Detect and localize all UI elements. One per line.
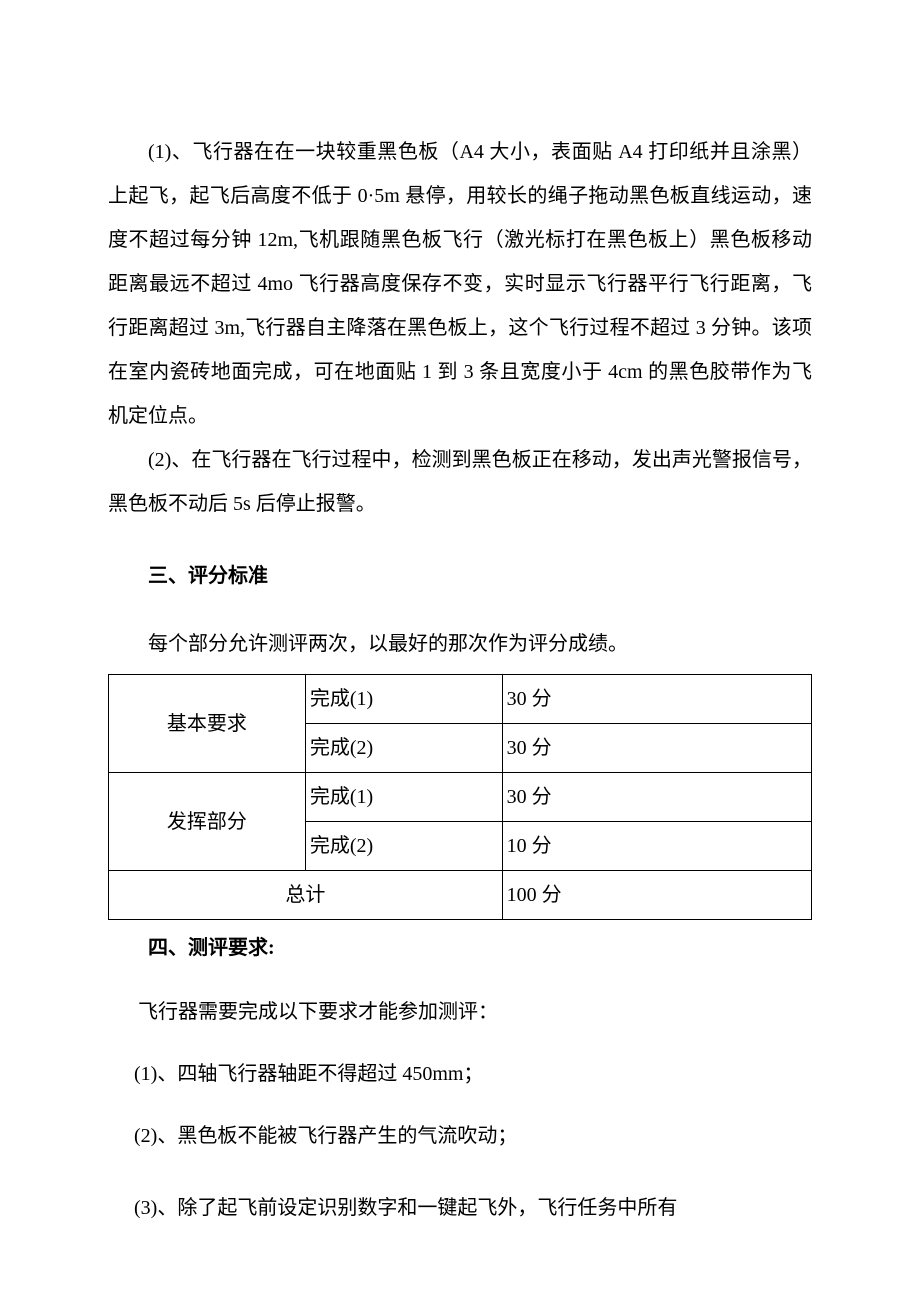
item-cell: 完成(1) xyxy=(305,675,502,724)
category-cell: 发挥部分 xyxy=(109,773,306,871)
category-cell: 基本要求 xyxy=(109,675,306,773)
item-cell: 完成(2) xyxy=(305,822,502,871)
scoring-table: 基本要求 完成(1) 30 分 完成(2) 30 分 发挥部分 完成(1) 30… xyxy=(108,674,812,920)
table-row: 发挥部分 完成(1) 30 分 xyxy=(109,773,812,822)
table-row-total: 总计 100 分 xyxy=(109,871,812,920)
section-4-heading: 四、测评要求: xyxy=(108,926,812,970)
requirement-item: (1)、四轴飞行器轴距不得超过 450mm； xyxy=(108,1052,812,1096)
requirement-item: (3)、除了起飞前设定识别数字和一键起飞外，飞行任务中所有 xyxy=(108,1186,812,1230)
table-row: 基本要求 完成(1) 30 分 xyxy=(109,675,812,724)
requirement-item: (2)、黑色板不能被飞行器产生的气流吹动； xyxy=(108,1114,812,1158)
section-4-intro: 飞行器需要完成以下要求才能参加测评： xyxy=(108,990,812,1034)
score-cell: 30 分 xyxy=(502,724,811,773)
score-cell: 10 分 xyxy=(502,822,811,871)
paragraph-1: (1)、飞行器在在一块较重黑色板（A4 大小，表面贴 A4 打印纸并且涂黑）上起… xyxy=(108,130,812,438)
total-score-cell: 100 分 xyxy=(502,871,811,920)
score-cell: 30 分 xyxy=(502,675,811,724)
item-cell: 完成(2) xyxy=(305,724,502,773)
section-3-intro: 每个部分允许测评两次，以最好的那次作为评分成绩。 xyxy=(108,622,812,666)
score-cell: 30 分 xyxy=(502,773,811,822)
section-3-heading: 三、评分标准 xyxy=(108,554,812,598)
item-cell: 完成(1) xyxy=(305,773,502,822)
total-label-cell: 总计 xyxy=(109,871,503,920)
paragraph-2: (2)、在飞行器在飞行过程中，检测到黑色板正在移动，发出声光警报信号，黑色板不动… xyxy=(108,438,812,526)
